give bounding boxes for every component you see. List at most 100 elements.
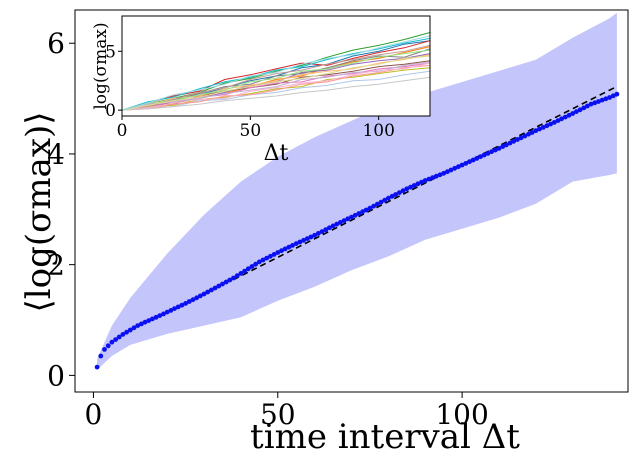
mean-point bbox=[102, 347, 107, 352]
inset-series-line bbox=[121, 62, 431, 111]
mean-point bbox=[574, 109, 579, 114]
mean-point bbox=[456, 164, 461, 170]
mean-point bbox=[179, 302, 185, 308]
mean-point bbox=[120, 332, 126, 337]
mean-point bbox=[489, 149, 494, 155]
mean-point bbox=[363, 207, 369, 213]
mean-point bbox=[430, 175, 435, 181]
mean-point bbox=[374, 201, 380, 207]
mean-point bbox=[116, 334, 122, 340]
mean-point bbox=[220, 281, 225, 287]
mean-point bbox=[437, 172, 443, 178]
inset-plot-frame bbox=[121, 15, 431, 117]
mean-point bbox=[135, 323, 141, 328]
mean-point bbox=[98, 353, 104, 359]
mean-point bbox=[378, 199, 384, 205]
mean-point bbox=[408, 184, 413, 190]
mean-point bbox=[596, 99, 601, 104]
mean-point bbox=[603, 96, 609, 102]
mean-point bbox=[540, 125, 546, 130]
inset-series-line bbox=[121, 40, 431, 111]
y-tick-label: 4 bbox=[47, 138, 65, 171]
inset-series-line bbox=[121, 55, 431, 111]
mean-point bbox=[231, 275, 236, 281]
mean-point bbox=[445, 169, 450, 175]
mean-point bbox=[172, 306, 177, 311]
mean-point bbox=[315, 231, 321, 236]
mean-point bbox=[275, 250, 281, 255]
mean-point bbox=[610, 93, 616, 99]
mean-point bbox=[183, 301, 189, 306]
mean-point bbox=[419, 179, 424, 185]
mean-point bbox=[389, 193, 395, 199]
inset-x-tick-label: 50 bbox=[240, 121, 262, 141]
inset-series-line bbox=[121, 67, 431, 111]
mean-point bbox=[588, 101, 594, 107]
mean-point bbox=[127, 327, 133, 333]
mean-point bbox=[201, 291, 207, 297]
mean-point bbox=[109, 339, 115, 345]
mean-point bbox=[330, 223, 336, 229]
mean-point bbox=[113, 337, 118, 342]
mean-point bbox=[312, 232, 317, 238]
mean-point bbox=[282, 246, 288, 252]
mean-point bbox=[345, 216, 351, 222]
mean-point bbox=[301, 237, 306, 243]
mean-point bbox=[393, 192, 399, 197]
mean-point bbox=[304, 236, 310, 242]
mean-point bbox=[397, 190, 402, 196]
y-tick-label: 6 bbox=[47, 27, 65, 60]
mean-point bbox=[197, 293, 203, 299]
mean-point bbox=[500, 144, 506, 150]
mean-point bbox=[577, 107, 583, 113]
mean-point bbox=[216, 283, 222, 289]
mean-point bbox=[142, 319, 148, 325]
mean-point bbox=[212, 285, 218, 291]
inset-series-line bbox=[121, 44, 431, 111]
mean-point bbox=[581, 105, 587, 111]
x-tick-label: 100 bbox=[435, 398, 488, 431]
inset-y-tick-label: 5 bbox=[105, 42, 116, 62]
mean-point bbox=[279, 248, 284, 254]
mean-point bbox=[164, 309, 170, 315]
main-ticks: 0 50 100 0 2 4 6 bbox=[47, 27, 489, 431]
mean-point bbox=[323, 227, 329, 233]
inset-series-line bbox=[121, 54, 431, 111]
inset-series-line bbox=[121, 64, 431, 111]
main-axes bbox=[74, 9, 629, 393]
mean-point bbox=[559, 116, 564, 122]
y-tick-label: 2 bbox=[47, 249, 65, 282]
mean-point bbox=[426, 176, 432, 182]
mean-point bbox=[271, 252, 277, 257]
mean-point bbox=[544, 123, 550, 129]
mean-point bbox=[209, 287, 214, 293]
mean-point bbox=[286, 244, 292, 250]
mean-point bbox=[607, 95, 612, 100]
mean-point bbox=[422, 178, 428, 183]
mean-point bbox=[548, 121, 553, 127]
mean-point bbox=[386, 195, 391, 201]
inset-series bbox=[121, 32, 431, 111]
mean-point bbox=[175, 304, 181, 310]
inset-x-axis-label: Δt bbox=[264, 141, 289, 166]
mean-point bbox=[356, 211, 362, 216]
fit-dashed-line bbox=[233, 85, 618, 281]
mean-point bbox=[507, 140, 513, 146]
mean-point bbox=[529, 130, 535, 135]
mean-point bbox=[599, 97, 605, 103]
inset-series-line bbox=[121, 76, 431, 111]
mean-point bbox=[139, 321, 144, 327]
mean-point bbox=[467, 159, 472, 165]
y-tick-label: 0 bbox=[47, 359, 65, 392]
inset-y-axis-label: log(σmax) bbox=[91, 22, 111, 109]
mean-point bbox=[367, 205, 373, 211]
mean-point bbox=[186, 299, 192, 304]
mean-point bbox=[533, 128, 539, 134]
mean-point bbox=[382, 197, 388, 203]
main-plot-frame bbox=[74, 9, 629, 393]
mean-point bbox=[481, 152, 487, 158]
mean-point bbox=[492, 147, 498, 153]
inset-y-tick-label: 0 bbox=[105, 101, 116, 121]
